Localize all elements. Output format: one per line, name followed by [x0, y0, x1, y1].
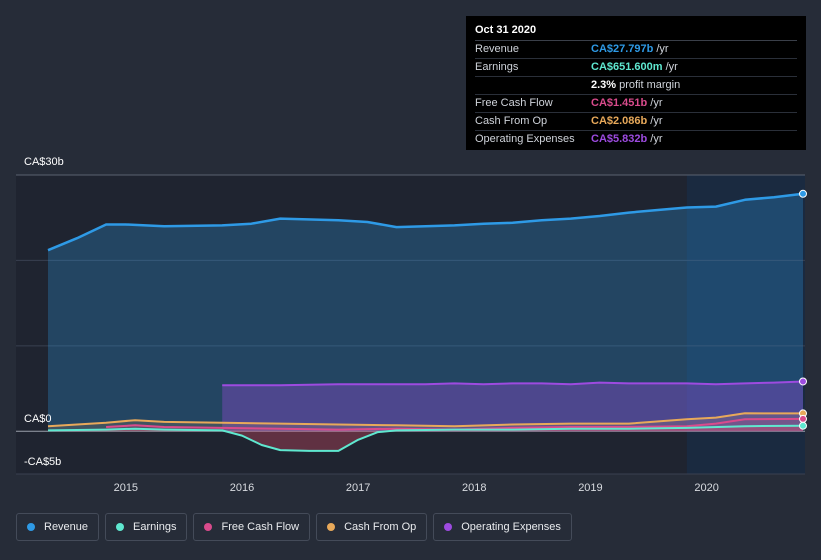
legend-dot-icon: [444, 523, 453, 531]
tooltip-row-value: CA$27.797b: [591, 43, 654, 55]
x-tick-label: 2018: [462, 482, 486, 494]
tooltip-row-value: 2.3%: [591, 79, 617, 91]
legend-dot-icon: [204, 523, 213, 531]
operating-expenses-end-point: [799, 377, 807, 386]
legend-item-free-cash-flow[interactable]: Free Cash Flow: [193, 513, 311, 541]
legend-dot-icon: [27, 523, 35, 531]
earnings-area: [48, 425, 803, 451]
legend-dot-icon: [327, 523, 336, 531]
tooltip-row-unit: /yr: [656, 43, 669, 55]
tooltip-row: Operating Expenses CA$5.832b/yr: [475, 130, 797, 148]
tooltip-row-unit: /yr: [665, 61, 678, 73]
legend-item-earnings[interactable]: Earnings: [105, 513, 188, 541]
tooltip-row: Earnings CA$651.600m/yr: [475, 58, 797, 76]
tooltip-row-unit: profit margin: [619, 79, 681, 91]
tooltip-panel: Oct 31 2020 Revenue CA$27.797b/yr Earnings…: [466, 16, 806, 150]
legend-label: Earnings: [133, 521, 177, 533]
tooltip-row: 2.3% profit margin: [475, 76, 797, 94]
tooltip-row: Revenue CA$27.797b/yr: [475, 40, 797, 58]
tooltip-row-label: Earnings: [475, 61, 519, 73]
x-tick-label: 2015: [114, 482, 138, 494]
tooltip-row-unit: /yr: [650, 97, 663, 109]
legend-label: Revenue: [44, 521, 89, 533]
free-cash-flow-end-point: [799, 414, 807, 423]
earnings-line: [47, 424, 804, 452]
x-tick-label: 2016: [230, 482, 254, 494]
legend-label: Cash From Op: [344, 521, 417, 533]
legend: Revenue Earnings Free Cash Flow Cash From O…: [16, 513, 572, 543]
legend-item-operating-expenses[interactable]: Operating Expenses: [433, 513, 572, 541]
legend-dot-icon: [116, 523, 125, 531]
tooltip-row-label: Free Cash Flow: [475, 97, 553, 109]
tooltip-row-value: CA$5.832b: [591, 133, 648, 145]
tooltip-row-label: [475, 77, 591, 94]
legend-label: Free Cash Flow: [221, 521, 300, 533]
legend-item-cash-from-op[interactable]: Cash From Op: [316, 513, 428, 541]
tooltip-row-value: CA$651.600m: [591, 61, 663, 73]
tooltip-row: Cash From Op CA$2.086b/yr: [475, 112, 797, 130]
tooltip-date: Oct 31 2020: [475, 24, 537, 36]
cash-from-op-line: [47, 412, 804, 428]
revenue-end-point: [799, 189, 807, 198]
tooltip-row-value: CA$2.086b: [591, 115, 648, 127]
x-tick-label: 2020: [694, 482, 718, 494]
operating-expenses-line: [222, 380, 804, 387]
tooltip-row-value: CA$1.451b: [591, 97, 648, 109]
legend-label: Operating Expenses: [461, 521, 561, 533]
tooltip-row-label: Cash From Op: [475, 115, 548, 127]
revenue-line: [47, 192, 804, 252]
y-tick-label-bottom: -CA$5b: [24, 456, 62, 468]
y-tick-label-zero: CA$0: [24, 413, 52, 425]
tooltip-row-unit: /yr: [650, 133, 663, 145]
revenue-area: [48, 193, 803, 432]
tooltip-row-label: Revenue: [475, 43, 520, 55]
operating-expenses-area: [222, 381, 803, 432]
tooltip-row: Free Cash Flow CA$1.451b/yr: [475, 94, 797, 112]
tooltip-row-unit: /yr: [650, 115, 663, 127]
earnings-end-point: [799, 421, 807, 430]
y-tick-label-top: CA$30b: [24, 156, 64, 168]
tooltip-rows: Revenue CA$27.797b/yr Earnings CA$651.600m /…: [475, 40, 797, 148]
x-tick-label: 2019: [578, 482, 602, 494]
tooltip-row-label: Operating Expenses: [475, 133, 575, 145]
legend-item-revenue[interactable]: Revenue: [16, 513, 100, 541]
x-tick-label: 2017: [346, 482, 370, 494]
